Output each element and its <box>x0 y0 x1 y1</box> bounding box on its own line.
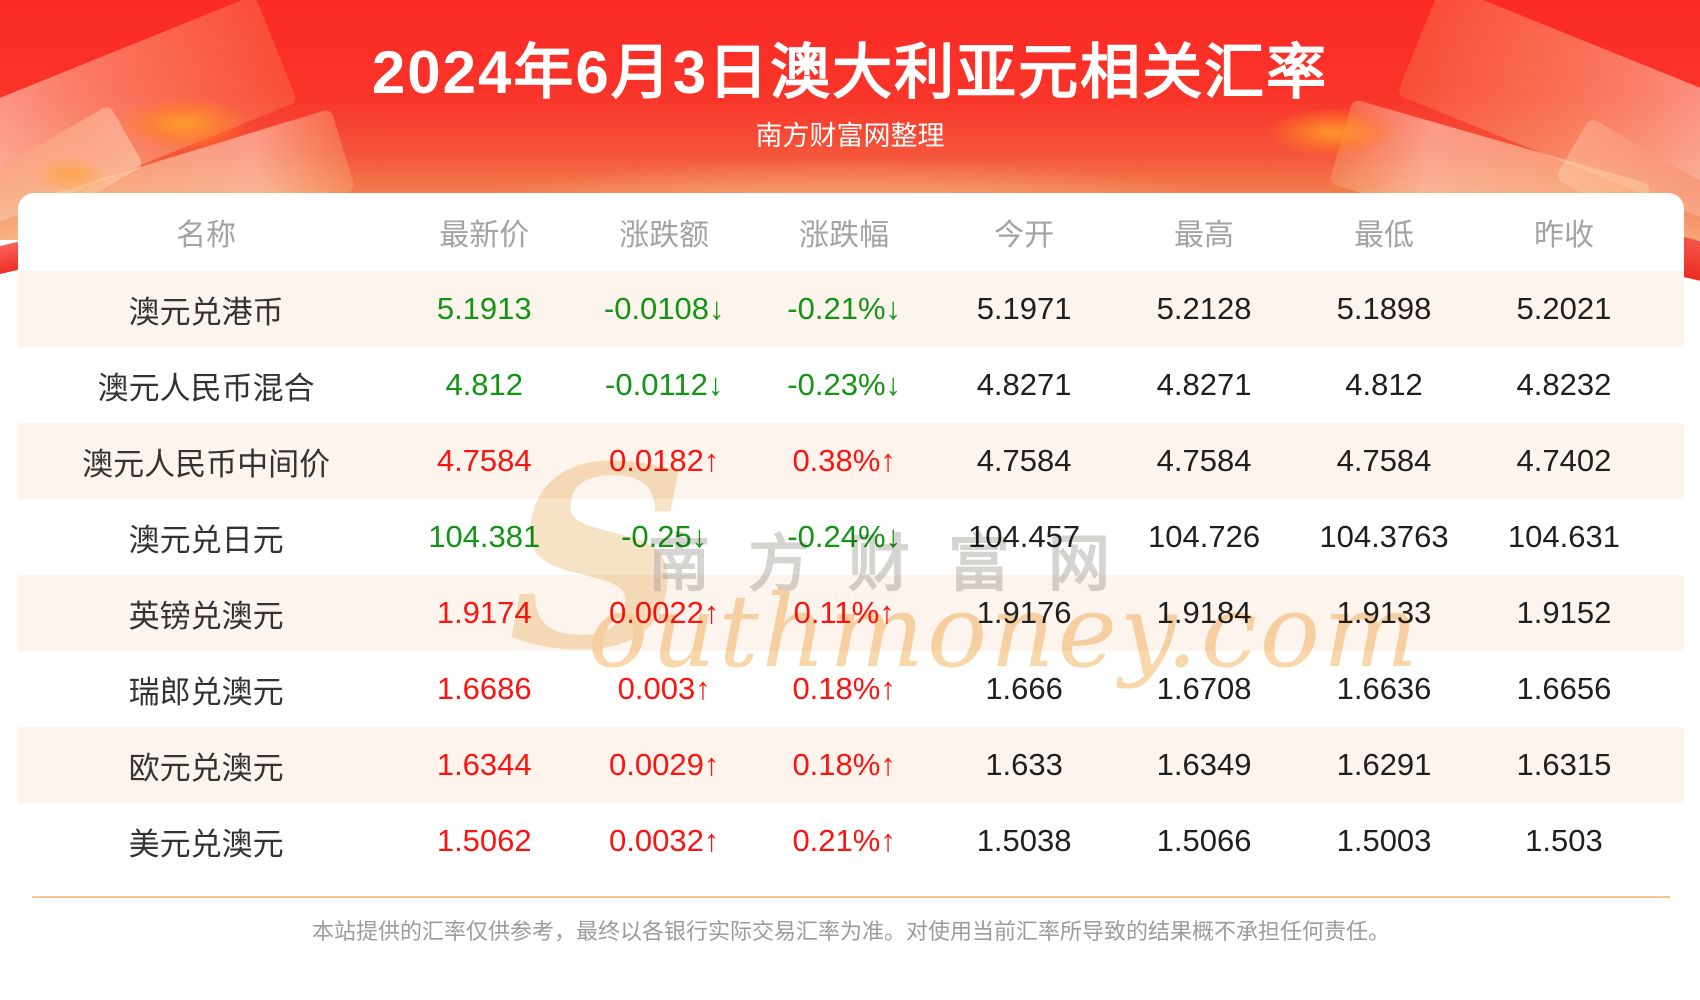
cell-prev-close: 1.6656 <box>1516 671 1612 706</box>
cell-low: 1.6291 <box>1336 747 1432 782</box>
column-header-name: 名称 <box>176 219 237 252</box>
cell-open: 4.7584 <box>976 443 1072 478</box>
column-header-low: 最低 <box>1354 219 1414 252</box>
table-row: 澳元兑日元 104.381 -0.25↓ -0.24%↓ 104.457 104… <box>18 499 1684 575</box>
cell-pair-name: 澳元人民币中间价 <box>82 446 331 482</box>
rates-card: 名称 最新价 涨跌额 涨跌幅 今开 最高 最低 昨收 澳元兑港币 5.1913 … <box>18 193 1684 1000</box>
cell-low: 1.5003 <box>1336 823 1432 858</box>
cell-pair-name: 英镑兑澳元 <box>128 598 284 634</box>
table-row: 英镑兑澳元 1.9174 0.0022↑ 0.11%↑ 1.9176 1.918… <box>18 575 1684 651</box>
cell-open: 1.5038 <box>976 823 1072 858</box>
cell-pair-name: 美元兑澳元 <box>128 826 284 862</box>
cell-change-pct: -0.24%↓ <box>787 519 902 554</box>
page-subtitle: 南方财富网整理 <box>755 121 945 151</box>
cell-latest: 1.9174 <box>436 595 532 630</box>
cell-open: 4.8271 <box>976 367 1072 402</box>
cell-change: -0.0112↓ <box>605 367 724 402</box>
table-body: 澳元兑港币 5.1913 -0.0108↓ -0.21%↓ 5.1971 5.2… <box>18 271 1684 879</box>
table-row: 瑞郎兑澳元 1.6686 0.003↑ 0.18%↑ 1.666 1.6708 … <box>18 651 1684 727</box>
cell-high: 5.2128 <box>1156 291 1252 326</box>
cell-low: 5.1898 <box>1336 291 1432 326</box>
cell-low: 104.3763 <box>1319 519 1449 554</box>
cell-change-pct: -0.23%↓ <box>787 367 902 402</box>
column-header-change-pct: 涨跌幅 <box>799 219 890 252</box>
cell-change: 0.0022↑ <box>609 595 720 630</box>
column-header-latest: 最新价 <box>439 219 530 252</box>
cell-change: 0.0029↑ <box>609 747 720 782</box>
cell-change: -0.0108↓ <box>603 291 725 326</box>
cell-pair-name: 澳元人民币混合 <box>97 370 315 406</box>
cell-prev-close: 1.6315 <box>1516 747 1612 782</box>
disclaimer-text: 本站提供的汇率仅供参考，最终以各银行实际交易汇率为准。对使用当前汇率所导致的结果… <box>311 919 1390 944</box>
cell-prev-close: 1.9152 <box>1516 595 1612 630</box>
table-row: 澳元人民币混合 4.812 -0.0112↓ -0.23%↓ 4.8271 4.… <box>18 347 1684 423</box>
cell-change: -0.25↓ <box>621 519 708 554</box>
cell-open: 104.457 <box>968 519 1081 554</box>
column-header-high: 最高 <box>1174 219 1235 252</box>
cell-high: 4.8271 <box>1156 367 1252 402</box>
cell-high: 1.9184 <box>1156 595 1252 630</box>
cell-open: 1.666 <box>985 671 1063 706</box>
cell-high: 104.726 <box>1148 519 1261 554</box>
cell-change-pct: 0.18%↑ <box>792 747 896 782</box>
cell-prev-close: 4.7402 <box>1516 443 1612 478</box>
page-title: 2024年6月3日澳大利亚元相关汇率 <box>371 39 1329 106</box>
cell-change: 0.0032↑ <box>609 823 720 858</box>
cell-low: 1.6636 <box>1336 671 1432 706</box>
table-row: 澳元人民币中间价 4.7584 0.0182↑ 0.38%↑ 4.7584 4.… <box>18 423 1684 499</box>
cell-prev-close: 4.8232 <box>1516 367 1612 402</box>
table-row: 澳元兑港币 5.1913 -0.0108↓ -0.21%↓ 5.1971 5.2… <box>18 271 1684 347</box>
cell-latest: 4.812 <box>445 367 524 402</box>
cell-prev-close: 1.503 <box>1525 823 1603 858</box>
table-row: 美元兑澳元 1.5062 0.0032↑ 0.21%↑ 1.5038 1.506… <box>18 803 1684 879</box>
cell-low: 1.9133 <box>1336 595 1432 630</box>
cell-latest: 1.5062 <box>436 823 532 858</box>
cell-pair-name: 澳元兑日元 <box>128 522 284 558</box>
disclaimer-section: 本站提供的汇率仅供参考，最终以各银行实际交易汇率为准。对使用当前汇率所导致的结果… <box>32 896 1670 946</box>
cell-change-pct: 0.18%↑ <box>792 671 896 706</box>
cell-change: 0.0182↑ <box>609 443 720 478</box>
cell-pair-name: 欧元兑澳元 <box>128 750 284 786</box>
cell-prev-close: 104.631 <box>1507 519 1620 554</box>
cell-change-pct: 0.38%↑ <box>792 443 896 478</box>
cell-high: 1.6349 <box>1156 747 1252 782</box>
cell-pair-name: 澳元兑港币 <box>128 294 284 330</box>
cell-latest: 104.381 <box>428 519 541 554</box>
cell-open: 1.9176 <box>976 595 1072 630</box>
cell-low: 4.7584 <box>1336 443 1432 478</box>
table-row: 欧元兑澳元 1.6344 0.0029↑ 0.18%↑ 1.633 1.6349… <box>18 727 1684 803</box>
cell-prev-close: 5.2021 <box>1516 291 1612 326</box>
column-header-open: 今开 <box>994 219 1055 252</box>
cell-latest: 4.7584 <box>436 443 532 478</box>
cell-change-pct: 0.11%↑ <box>793 595 895 630</box>
cell-latest: 1.6686 <box>436 671 532 706</box>
cell-high: 1.5066 <box>1156 823 1252 858</box>
cell-change-pct: -0.21%↓ <box>787 291 902 326</box>
cell-latest: 5.1913 <box>436 291 532 326</box>
cell-pair-name: 瑞郎兑澳元 <box>128 674 284 710</box>
cell-high: 1.6708 <box>1156 671 1252 706</box>
column-header-change: 涨跌额 <box>619 219 710 252</box>
cell-change-pct: 0.21%↑ <box>792 823 896 858</box>
cell-open: 5.1971 <box>976 291 1072 326</box>
cell-latest: 1.6344 <box>436 747 532 782</box>
cell-change: 0.003↑ <box>617 671 711 706</box>
cell-high: 4.7584 <box>1156 443 1252 478</box>
column-header-prev-close: 昨收 <box>1533 219 1594 252</box>
cell-open: 1.633 <box>985 747 1063 782</box>
cell-low: 4.812 <box>1345 367 1423 402</box>
table-header-row: 名称 最新价 涨跌额 涨跌幅 今开 最高 最低 昨收 <box>18 193 1684 271</box>
